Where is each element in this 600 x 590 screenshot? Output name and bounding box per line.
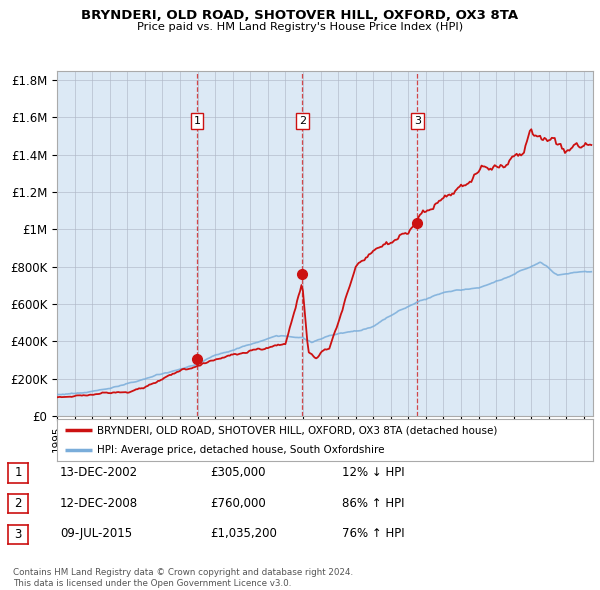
Text: 3: 3	[414, 116, 421, 126]
Text: 76% ↑ HPI: 76% ↑ HPI	[342, 527, 404, 540]
Text: £760,000: £760,000	[210, 497, 266, 510]
Text: 86% ↑ HPI: 86% ↑ HPI	[342, 497, 404, 510]
Text: 2: 2	[299, 116, 306, 126]
Text: 2: 2	[14, 497, 22, 510]
Text: HPI: Average price, detached house, South Oxfordshire: HPI: Average price, detached house, Sout…	[97, 445, 385, 455]
Text: 09-JUL-2015: 09-JUL-2015	[60, 527, 132, 540]
Text: £305,000: £305,000	[210, 466, 265, 479]
Text: BRYNDERI, OLD ROAD, SHOTOVER HILL, OXFORD, OX3 8TA (detached house): BRYNDERI, OLD ROAD, SHOTOVER HILL, OXFOR…	[97, 425, 497, 435]
Text: 1: 1	[14, 466, 22, 480]
Text: 13-DEC-2002: 13-DEC-2002	[60, 466, 138, 479]
Text: 12-DEC-2008: 12-DEC-2008	[60, 497, 138, 510]
Text: Price paid vs. HM Land Registry's House Price Index (HPI): Price paid vs. HM Land Registry's House …	[137, 22, 463, 32]
Text: BRYNDERI, OLD ROAD, SHOTOVER HILL, OXFORD, OX3 8TA: BRYNDERI, OLD ROAD, SHOTOVER HILL, OXFOR…	[82, 9, 518, 22]
Text: £1,035,200: £1,035,200	[210, 527, 277, 540]
Text: Contains HM Land Registry data © Crown copyright and database right 2024.
This d: Contains HM Land Registry data © Crown c…	[13, 568, 353, 588]
Text: 1: 1	[193, 116, 200, 126]
Text: 3: 3	[14, 527, 22, 541]
Text: 12% ↓ HPI: 12% ↓ HPI	[342, 466, 404, 479]
